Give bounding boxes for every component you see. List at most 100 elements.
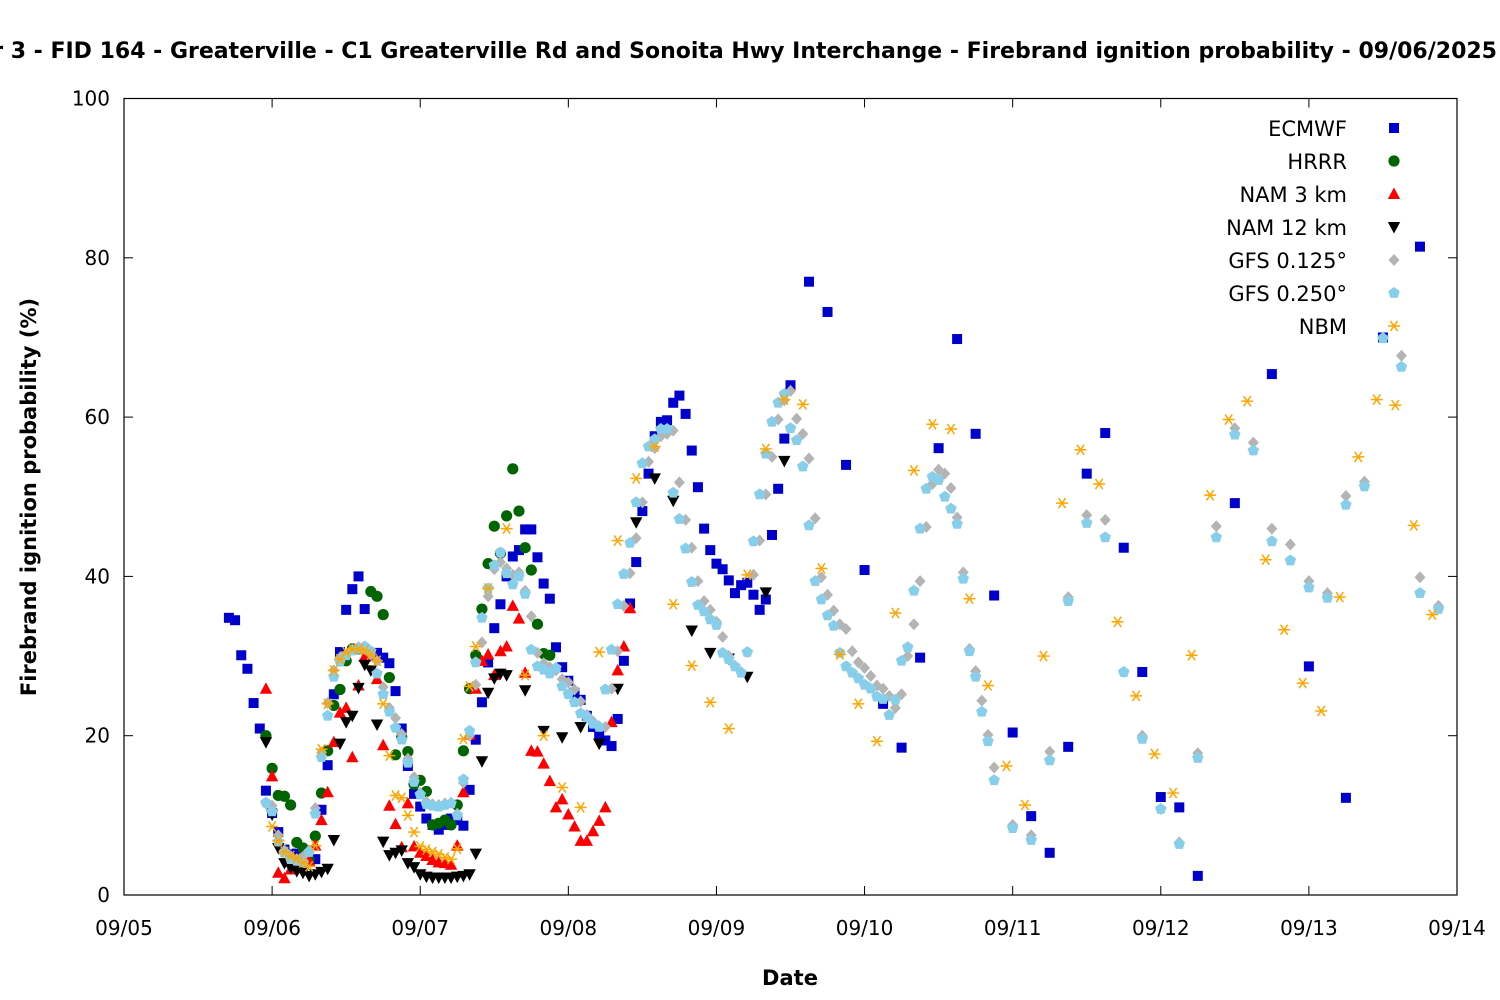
data-point xyxy=(458,820,469,831)
data-point xyxy=(865,669,877,682)
data-point xyxy=(364,648,377,660)
data-point xyxy=(846,645,858,658)
x-tick-label: 09/14 xyxy=(1428,916,1486,940)
data-point xyxy=(809,575,821,587)
data-point xyxy=(377,609,389,621)
data-point xyxy=(409,788,420,799)
data-point xyxy=(716,646,729,658)
data-point xyxy=(1229,498,1240,509)
data-point xyxy=(457,733,470,745)
data-point xyxy=(1192,870,1203,881)
data-point xyxy=(932,474,945,485)
data-point xyxy=(895,654,908,666)
data-point xyxy=(562,808,575,820)
data-point xyxy=(747,568,759,581)
data-point xyxy=(550,642,561,653)
data-point xyxy=(902,641,914,653)
data-point xyxy=(1210,520,1222,533)
data-point xyxy=(384,658,395,669)
x-tick-label: 09/10 xyxy=(836,916,894,940)
data-point xyxy=(944,423,957,435)
data-point xyxy=(1192,752,1204,763)
data-point xyxy=(1278,624,1291,636)
data-point xyxy=(464,784,475,795)
legend-label: HRRR xyxy=(1287,150,1347,174)
data-point xyxy=(506,599,519,611)
x-tick-label: 09/06 xyxy=(243,916,301,940)
data-point xyxy=(259,682,273,694)
data-point xyxy=(976,705,988,717)
data-point xyxy=(544,593,555,604)
data-point xyxy=(525,610,537,623)
data-point xyxy=(383,671,395,684)
data-point xyxy=(365,645,377,657)
data-point xyxy=(741,646,754,657)
data-point xyxy=(617,639,631,652)
data-point xyxy=(988,761,1000,774)
data-point xyxy=(562,688,575,700)
data-point xyxy=(259,737,273,749)
data-point xyxy=(655,416,666,427)
data-point xyxy=(401,796,415,809)
data-point xyxy=(470,656,482,668)
data-point xyxy=(593,720,605,732)
data-point xyxy=(333,706,347,718)
data-point xyxy=(309,840,322,852)
data-point xyxy=(500,523,513,535)
data-point xyxy=(377,688,389,700)
data-point xyxy=(556,781,569,794)
y-tick-label: 20 xyxy=(85,724,110,748)
x-tick-label: 09/12 xyxy=(1132,916,1190,940)
legend-marker xyxy=(1387,222,1401,234)
data-point xyxy=(333,738,347,751)
data-point xyxy=(248,698,259,709)
data-point xyxy=(1340,498,1352,510)
data-point xyxy=(272,866,285,878)
data-point xyxy=(1062,595,1074,606)
data-point xyxy=(512,612,526,624)
data-point xyxy=(483,657,494,668)
data-point xyxy=(230,615,241,626)
data-point xyxy=(692,482,703,493)
y-axis-label: Firebrand ignition probability (%) xyxy=(17,298,41,696)
data-point xyxy=(519,587,531,599)
data-point xyxy=(907,464,920,476)
data-point xyxy=(315,813,328,826)
data-point xyxy=(446,813,457,824)
data-point xyxy=(470,734,481,745)
data-point xyxy=(266,762,278,774)
data-point xyxy=(1247,436,1259,449)
data-point xyxy=(1019,799,1032,811)
data-point xyxy=(637,506,648,517)
data-point xyxy=(278,790,291,802)
data-point xyxy=(488,559,500,571)
data-point xyxy=(822,306,833,317)
data-point xyxy=(686,445,697,456)
data-point xyxy=(778,394,791,406)
data-point xyxy=(346,710,359,723)
data-point xyxy=(1130,690,1143,702)
data-point xyxy=(797,460,809,472)
data-point xyxy=(494,546,507,558)
data-point xyxy=(463,680,476,692)
data-point xyxy=(285,799,297,811)
data-point xyxy=(1000,760,1013,772)
data-point xyxy=(624,536,636,548)
data-point xyxy=(278,871,291,884)
data-point xyxy=(315,866,328,879)
data-point xyxy=(759,587,773,599)
data-point xyxy=(389,817,402,830)
data-point xyxy=(1167,787,1180,799)
data-point xyxy=(284,862,297,875)
data-point xyxy=(507,551,518,562)
data-point xyxy=(698,605,710,617)
y-tick-label: 0 xyxy=(97,883,110,907)
data-point xyxy=(648,473,661,485)
data-point xyxy=(840,660,852,672)
data-point xyxy=(395,792,408,804)
data-point xyxy=(1006,822,1019,833)
data-point xyxy=(612,713,623,724)
data-point xyxy=(520,524,531,535)
data-point xyxy=(754,604,765,615)
data-point xyxy=(463,869,476,881)
